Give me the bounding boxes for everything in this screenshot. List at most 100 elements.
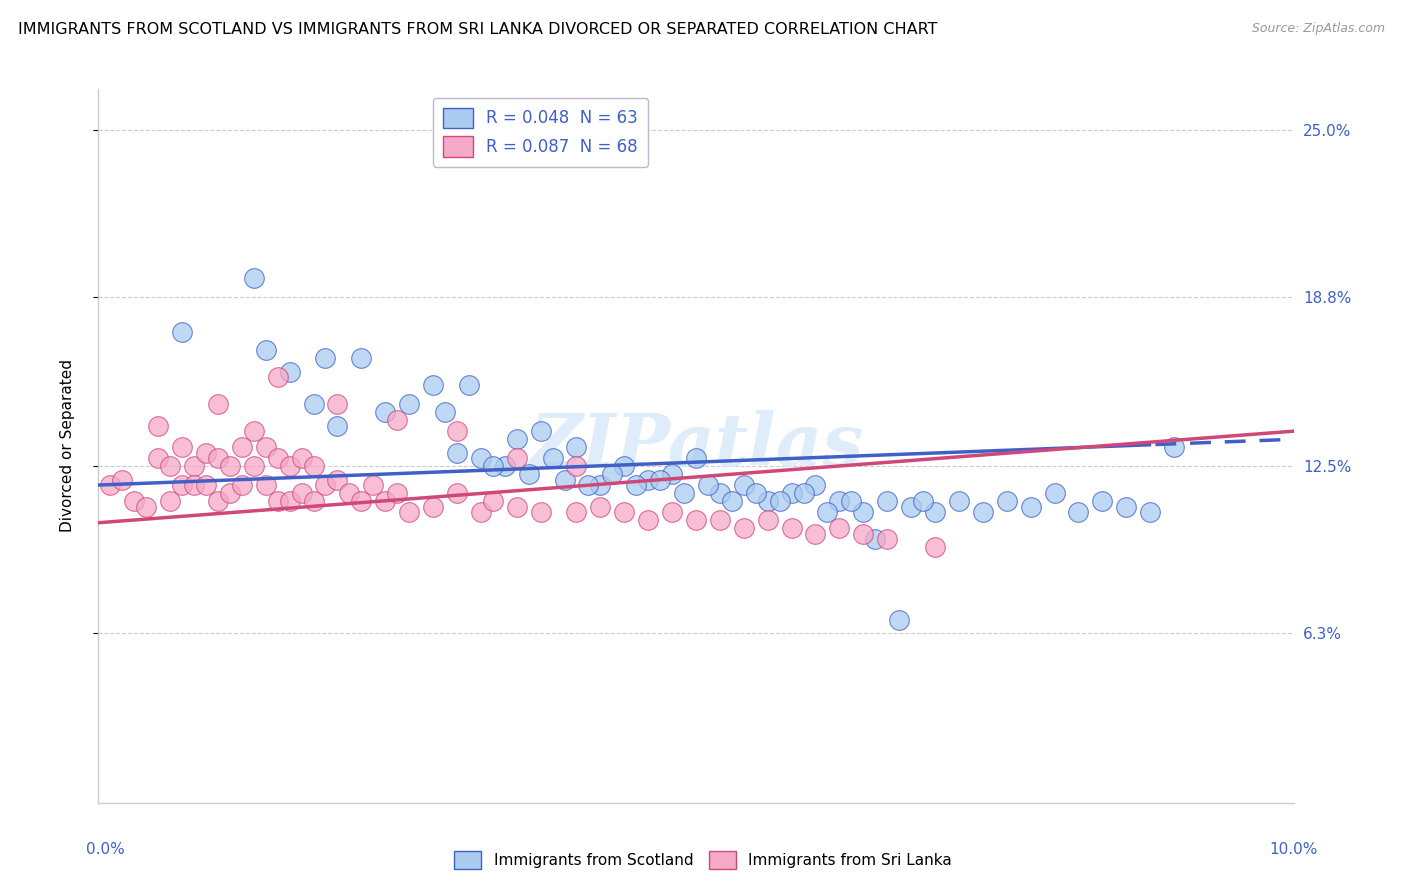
Point <box>602 467 624 482</box>
Point <box>422 378 444 392</box>
Point <box>231 478 253 492</box>
Text: ZIPatlas: ZIPatlas <box>529 410 863 482</box>
Point <box>363 478 385 492</box>
Point <box>470 505 492 519</box>
Text: IMMIGRANTS FROM SCOTLAND VS IMMIGRANTS FROM SRI LANKA DIVORCED OR SEPARATED CORR: IMMIGRANTS FROM SCOTLAND VS IMMIGRANTS F… <box>18 22 938 37</box>
Point <box>889 613 911 627</box>
Point <box>315 478 337 492</box>
Point <box>1139 505 1161 519</box>
Point <box>148 451 170 466</box>
Point <box>458 378 481 392</box>
Point <box>756 494 779 508</box>
Point <box>291 451 314 466</box>
Point <box>207 397 229 411</box>
Point <box>278 459 301 474</box>
Point <box>721 494 744 508</box>
Point <box>278 494 301 508</box>
Point <box>506 451 529 466</box>
Point <box>434 405 457 419</box>
Point <box>924 505 946 519</box>
Point <box>613 459 636 474</box>
Point <box>315 351 337 366</box>
Point <box>219 486 242 500</box>
Point <box>494 459 516 474</box>
Point <box>650 473 672 487</box>
Point <box>482 494 505 508</box>
Point <box>350 351 373 366</box>
Point <box>183 459 205 474</box>
Point <box>1019 500 1042 514</box>
Point <box>589 478 612 492</box>
Point <box>470 451 492 466</box>
Point <box>852 526 875 541</box>
Point <box>804 526 827 541</box>
Point <box>398 397 420 411</box>
Point <box>709 513 731 527</box>
Point <box>243 270 266 285</box>
Point <box>326 397 349 411</box>
Point <box>374 405 396 419</box>
Point <box>530 505 553 519</box>
Point <box>1163 441 1185 455</box>
Point <box>446 424 468 438</box>
Point <box>148 418 170 433</box>
Point <box>482 459 505 474</box>
Point <box>876 532 898 546</box>
Point <box>661 467 683 482</box>
Point <box>637 513 659 527</box>
Point <box>267 451 290 466</box>
Point <box>159 494 181 508</box>
Text: 0.0%: 0.0% <box>87 842 125 857</box>
Point <box>291 486 314 500</box>
Point <box>1091 494 1114 508</box>
Point <box>207 451 229 466</box>
Point <box>374 494 396 508</box>
Text: Source: ZipAtlas.com: Source: ZipAtlas.com <box>1251 22 1385 36</box>
Point <box>685 451 707 466</box>
Point <box>398 505 420 519</box>
Y-axis label: Divorced or Separated: Divorced or Separated <box>60 359 75 533</box>
Point <box>565 459 588 474</box>
Point <box>1067 505 1090 519</box>
Point <box>350 494 373 508</box>
Point <box>159 459 181 474</box>
Point <box>302 397 325 411</box>
Point <box>733 521 755 535</box>
Point <box>530 424 553 438</box>
Point <box>207 494 229 508</box>
Point <box>339 486 361 500</box>
Point <box>972 505 994 519</box>
Point <box>613 505 636 519</box>
Point <box>98 478 122 492</box>
Point <box>589 500 612 514</box>
Point <box>554 473 576 487</box>
Point <box>278 365 301 379</box>
Point <box>1043 486 1066 500</box>
Point <box>745 486 768 500</box>
Point <box>195 446 218 460</box>
Point <box>219 459 242 474</box>
Point <box>685 513 707 527</box>
Point <box>1115 500 1137 514</box>
Point <box>172 441 194 455</box>
Point <box>254 343 277 358</box>
Point <box>302 459 325 474</box>
Point <box>254 441 277 455</box>
Point <box>302 494 325 508</box>
Point <box>172 478 194 492</box>
Point <box>565 441 588 455</box>
Point <box>780 486 803 500</box>
Point <box>385 486 409 500</box>
Point <box>828 494 851 508</box>
Point <box>541 451 564 466</box>
Point <box>661 505 683 519</box>
Point <box>172 325 194 339</box>
Point <box>900 500 922 514</box>
Point <box>697 478 720 492</box>
Point <box>876 494 898 508</box>
Point <box>637 473 659 487</box>
Point <box>135 500 157 514</box>
Point <box>267 494 290 508</box>
Point <box>565 505 588 519</box>
Point <box>924 540 946 554</box>
